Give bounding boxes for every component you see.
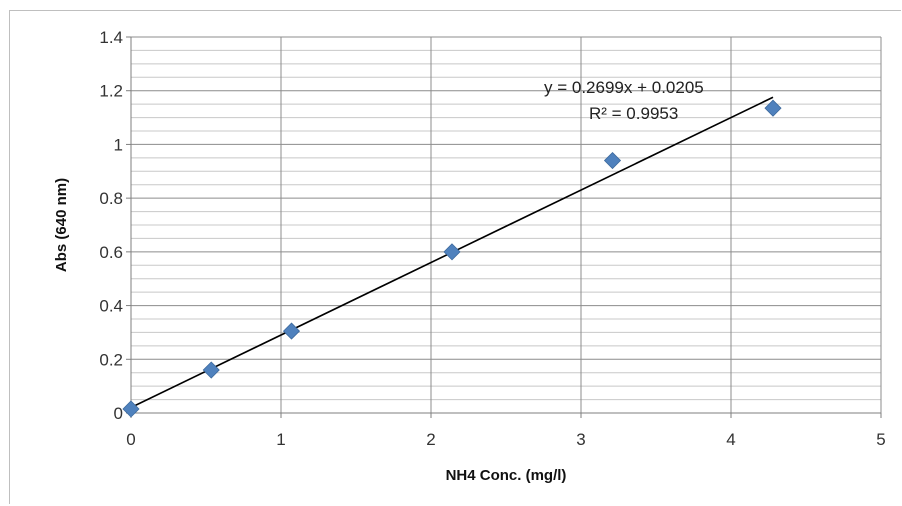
x-axis-title: NH4 Conc. (mg/l) [446, 467, 567, 484]
x-tick-label: 4 [726, 430, 735, 449]
y-tick-label: 0.6 [99, 243, 123, 262]
data-point [443, 243, 461, 261]
x-tick-label: 0 [126, 430, 135, 449]
y-tick-label: 0.8 [99, 189, 123, 208]
x-tick-label: 2 [426, 430, 435, 449]
gridlines [131, 36, 882, 413]
y-axis-title: Abs (640 nm) [53, 178, 70, 272]
data-point [603, 151, 622, 170]
tick-labels: 0 0.2 0.4 0.6 0.8 1 1.2 1.4 0 1 2 3 4 5 [99, 28, 885, 449]
y-tick-label: 0.2 [99, 350, 123, 369]
trendline-r2: R² = 0.9953 [589, 104, 678, 123]
y-tick-label: 0.4 [99, 297, 123, 316]
y-tick-label: 1 [114, 135, 123, 154]
data-point [282, 322, 301, 340]
data-point [202, 361, 220, 379]
axes [126, 36, 882, 418]
y-tick-label: 0 [114, 404, 123, 423]
data-points [122, 99, 782, 418]
data-point [122, 400, 140, 418]
y-tick-label: 1.4 [99, 28, 123, 47]
x-tick-label: 1 [276, 430, 285, 449]
data-point [764, 99, 782, 117]
x-tick-label: 3 [576, 430, 585, 449]
x-tick-label: 5 [876, 430, 885, 449]
chart-frame [9, 10, 901, 504]
y-tick-label: 1.2 [99, 82, 123, 101]
trendline-equation: y = 0.2699x + 0.0205 [544, 78, 704, 97]
